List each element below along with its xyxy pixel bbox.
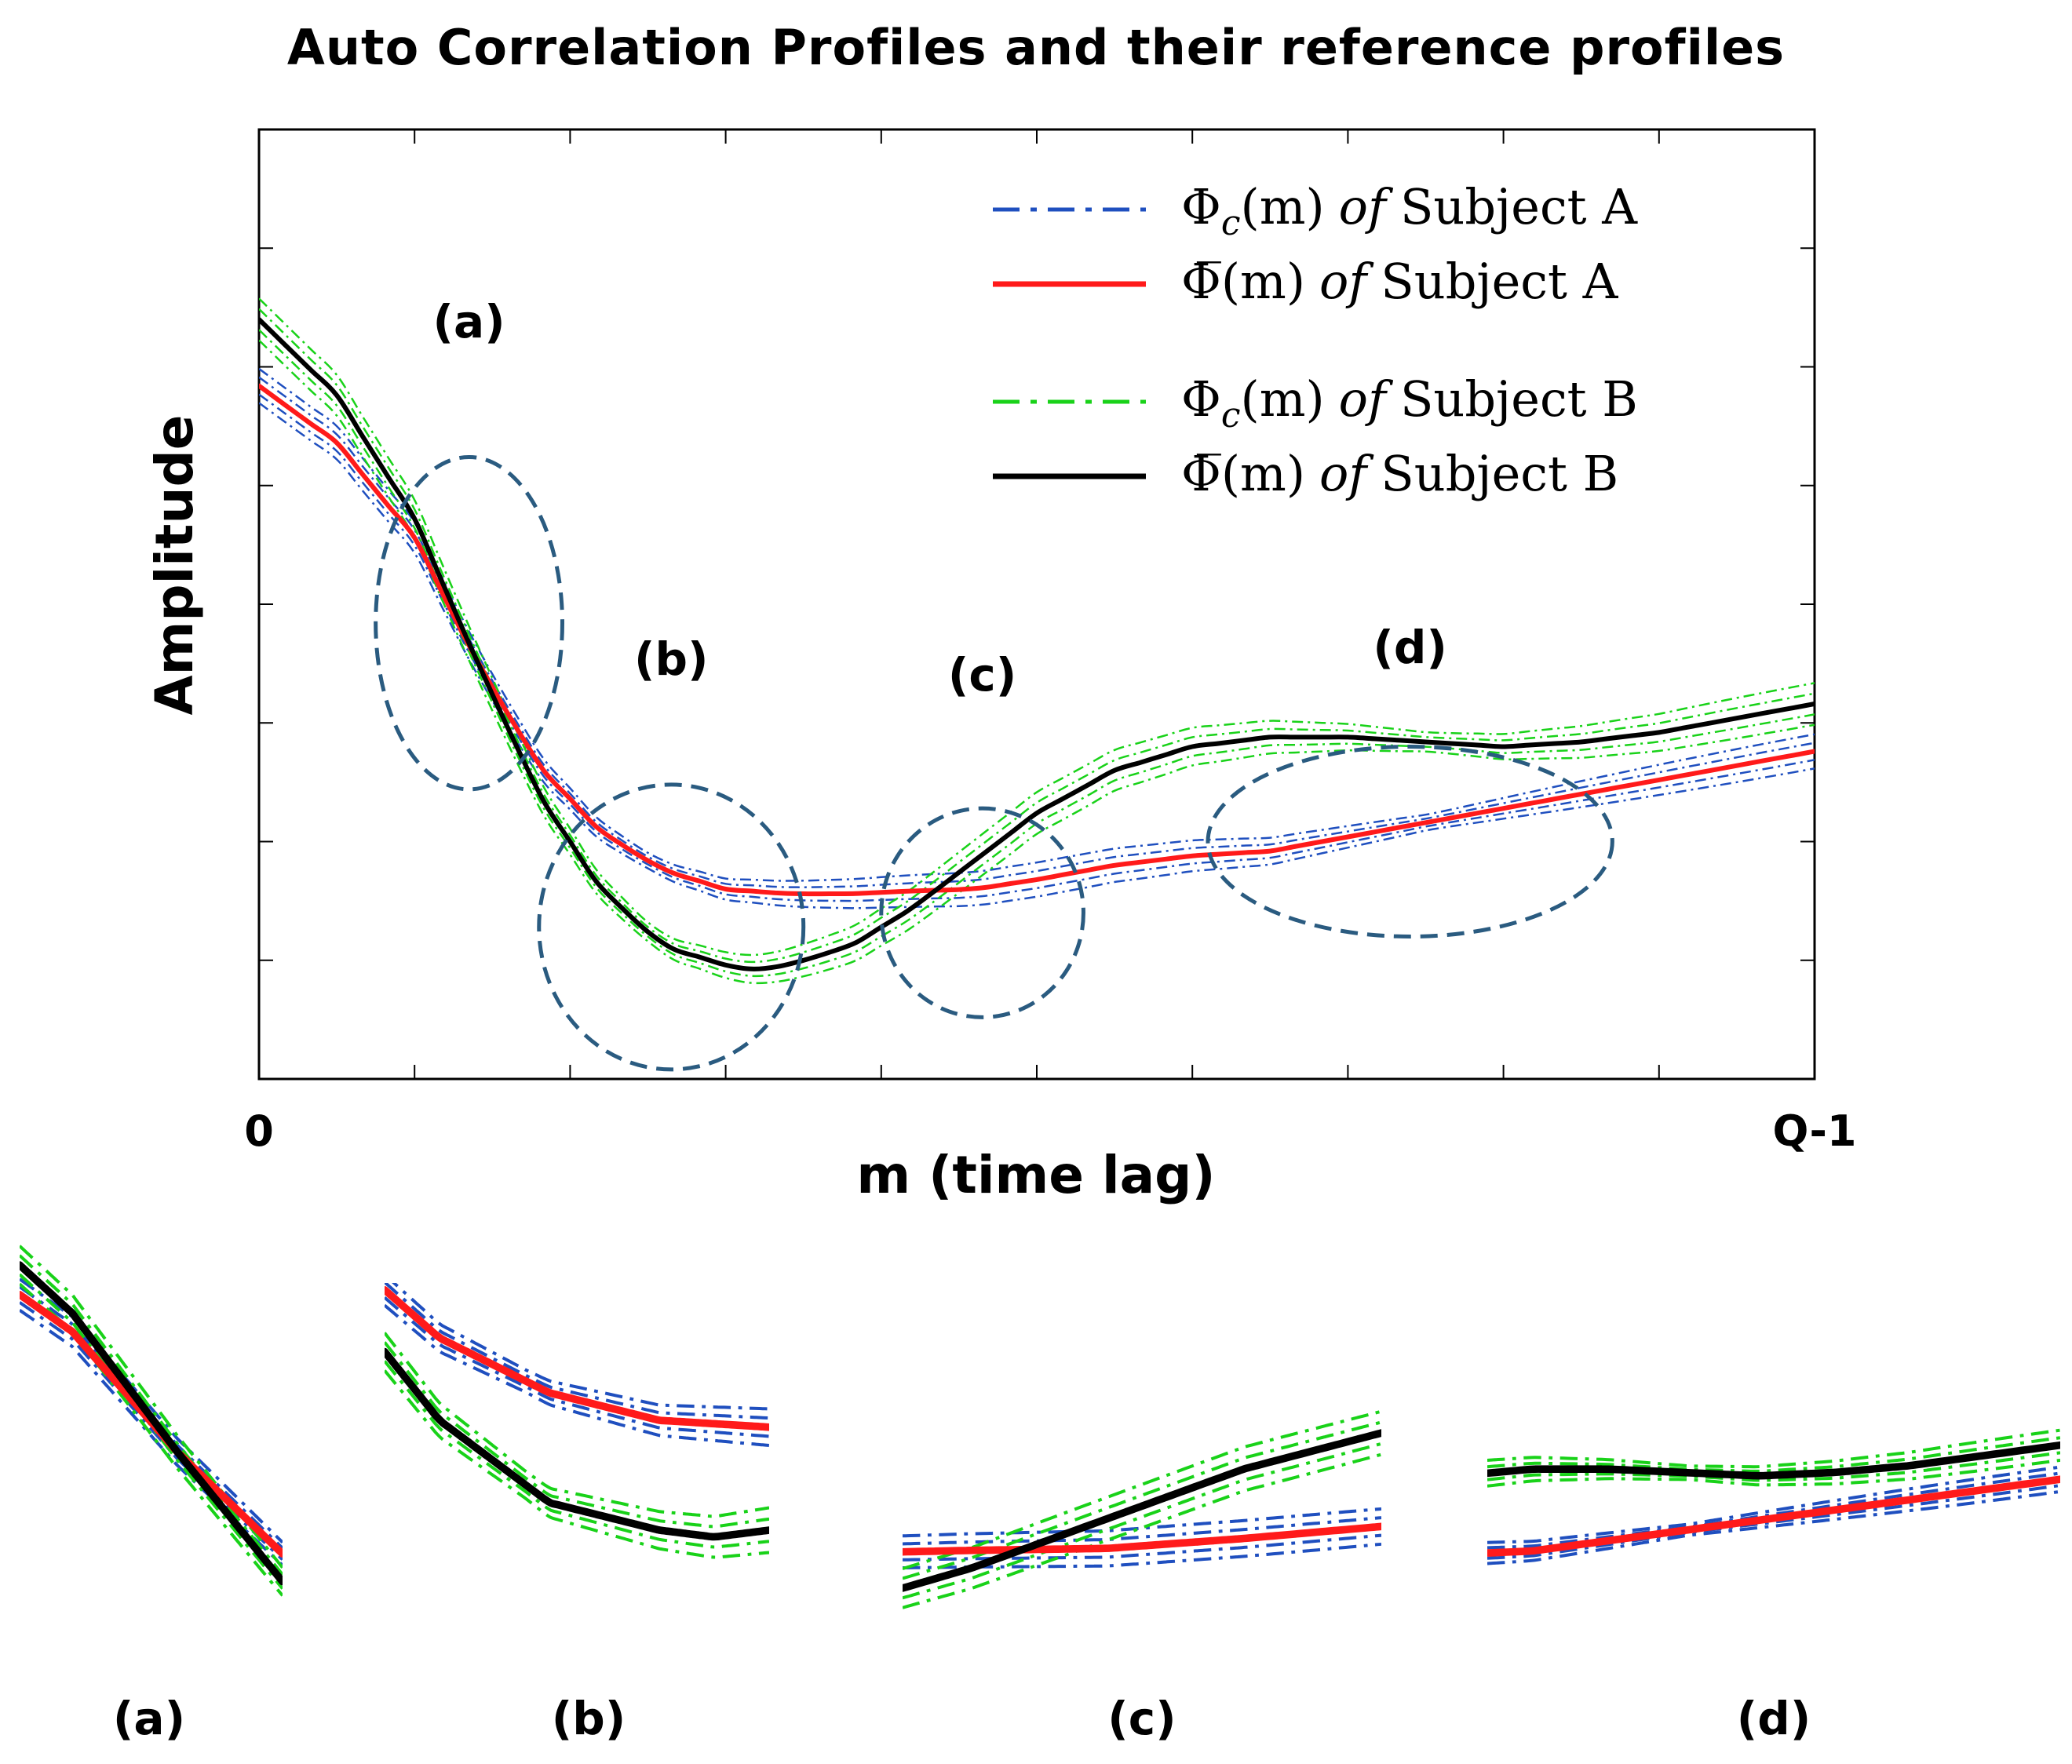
zoom-panel-b (385, 1283, 769, 1559)
line-variation-subject-b (1487, 1451, 2060, 1482)
chart-title: Auto Correlation Profiles and their refe… (287, 19, 1785, 76)
y-axis-label: Amplitude (144, 415, 205, 716)
line-variation-subject-a (392, 1283, 769, 1411)
x-tick-label-start: 0 (244, 1106, 274, 1156)
line-reference-subject-b (903, 1429, 1381, 1592)
zoom-label-a: (a) (113, 1692, 185, 1745)
line-variation-subject-b (903, 1441, 1381, 1600)
region-ellipse-d (1206, 745, 1614, 938)
region-label-a: (a) (432, 295, 505, 348)
line-variation-subject-b (259, 308, 1815, 964)
x-tick-label-end: Q-1 (1773, 1106, 1857, 1156)
region-label-d: (d) (1373, 621, 1447, 674)
region-ellipse-a (374, 454, 564, 792)
main-plot-lines (259, 297, 1815, 985)
zoom-label-d: (d) (1737, 1692, 1811, 1745)
line-variation-subject-a (20, 1301, 283, 1561)
line-variation-subject-a (20, 1309, 283, 1567)
x-axis-label: m (time lag) (856, 1145, 1215, 1205)
line-variation-subject-b (385, 1341, 769, 1529)
line-variation-subject-a (385, 1296, 769, 1438)
region-label-b: (b) (634, 632, 709, 686)
line-variation-subject-a (259, 376, 1815, 888)
line-variation-subject-a (385, 1303, 769, 1447)
zoom-panel-a (20, 1245, 283, 1597)
line-variation-subject-a (903, 1533, 1381, 1562)
line-reference-subject-b (385, 1347, 769, 1541)
line-variation-subject-a (259, 367, 1815, 882)
line-variation-subject-b (903, 1409, 1381, 1571)
legend-entry-2: Φc(m) of Subject B (1181, 370, 1638, 436)
zoom-label-c: (c) (1107, 1692, 1176, 1745)
legend-entry-3: Φ̅(m) of Subject B (1181, 445, 1618, 502)
line-variation-subject-a (1487, 1484, 2060, 1560)
legend-entry-0: Φc(m) of Subject A (1181, 178, 1638, 243)
line-variation-subject-b (1487, 1428, 2060, 1469)
line-variation-subject-b (1487, 1458, 2060, 1488)
line-variation-subject-b (903, 1452, 1381, 1609)
line-reference-subject-a (385, 1286, 769, 1431)
line-variation-subject-a (1487, 1489, 2060, 1565)
zoom-panel-c (903, 1409, 1381, 1609)
line-reference-subject-a (20, 1291, 283, 1558)
line-variation-subject-a (903, 1516, 1381, 1546)
line-variation-subject-a (20, 1277, 283, 1544)
zoom-panels: (a) (b) (c) (d) (20, 1245, 2060, 1745)
region-ellipse-c (879, 806, 1085, 1019)
zoom-panel-d (1487, 1428, 2060, 1565)
region-ellipse-b (537, 782, 806, 1072)
line-variation-subject-b (903, 1420, 1381, 1580)
line-variation-subject-a (385, 1283, 769, 1420)
line-reference-subject-b (259, 317, 1815, 971)
line-variation-subject-a (1487, 1465, 2060, 1544)
line-variation-subject-b (20, 1282, 283, 1597)
line-variation-subject-a (259, 393, 1815, 902)
line-variation-subject-a (903, 1507, 1381, 1538)
line-reference-subject-a (1487, 1475, 2060, 1557)
line-variation-subject-b (259, 329, 1815, 978)
line-reference-subject-b (1487, 1441, 2060, 1480)
line-variation-subject-b (20, 1254, 283, 1576)
line-variation-subject-b (20, 1273, 283, 1590)
line-variation-subject-b (259, 339, 1815, 985)
line-reference-subject-b (20, 1261, 283, 1586)
line-variation-subject-a (1487, 1471, 2060, 1550)
line-reference-subject-a (259, 383, 1815, 897)
axis-ticks (259, 129, 1815, 1079)
legend: Φc(m) of Subject A Φ̅(m) of Subject A Φc(m) of S… (993, 178, 1638, 502)
line-variation-subject-b (1487, 1436, 2060, 1473)
zoom-label-b: (b) (552, 1692, 626, 1745)
line-reference-subject-a (903, 1522, 1381, 1556)
legend-entry-1: Φ̅(m) of Subject A (1181, 253, 1619, 310)
line-variation-subject-b (385, 1360, 769, 1549)
region-annotations: (a) (b) (c) (d) (374, 295, 1614, 1072)
line-variation-subject-b (385, 1332, 769, 1518)
region-label-c: (c) (948, 648, 1016, 702)
